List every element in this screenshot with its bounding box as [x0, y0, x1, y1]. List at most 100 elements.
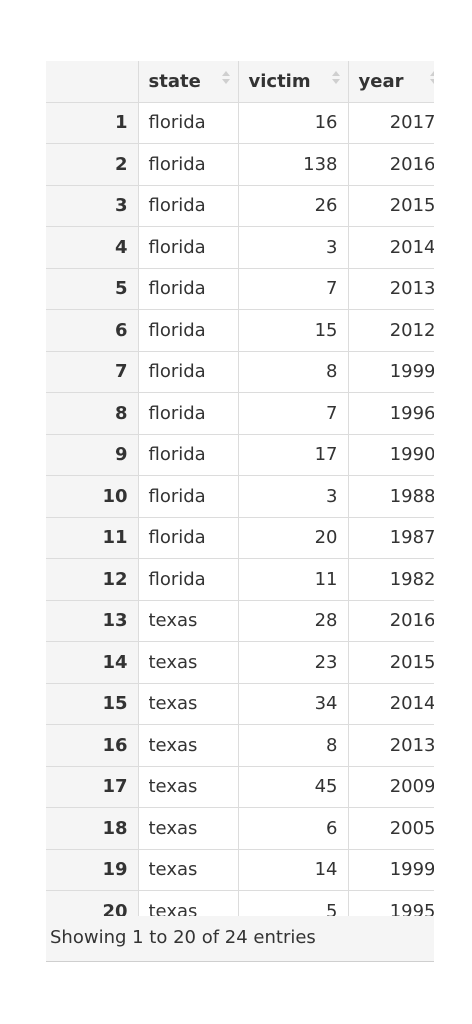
- entries-info-text: Showing 1 to 20 of 24 entries: [50, 927, 316, 948]
- state-cell: texas: [138, 849, 238, 891]
- victim-cell: 3: [238, 476, 348, 518]
- victim-cell: 17: [238, 434, 348, 476]
- victim-cell: 5: [238, 891, 348, 917]
- year-cell: 1988: [348, 476, 434, 518]
- column-header-label: year: [359, 71, 404, 92]
- table-row[interactable]: 15 texas 34 2014: [46, 683, 434, 725]
- state-cell: florida: [138, 393, 238, 435]
- row-index-cell: 11: [46, 517, 138, 559]
- row-index-cell: 1: [46, 102, 138, 144]
- row-index-cell: 16: [46, 725, 138, 767]
- sort-both-icon[interactable]: [222, 70, 230, 86]
- year-cell: 2009: [348, 766, 434, 808]
- table-row[interactable]: 14 texas 23 2015: [46, 642, 434, 684]
- table-row[interactable]: 4 florida 3 2014: [46, 227, 434, 269]
- table-row[interactable]: 13 texas 28 2016: [46, 600, 434, 642]
- year-cell: 2013: [348, 268, 434, 310]
- table-row[interactable]: 19 texas 14 1999: [46, 849, 434, 891]
- state-cell: florida: [138, 517, 238, 559]
- row-index-cell: 3: [46, 185, 138, 227]
- victim-cell: 14: [238, 849, 348, 891]
- year-cell: 2015: [348, 185, 434, 227]
- table-info: Showing 1 to 20 of 24 entries: [46, 916, 434, 962]
- victim-cell: 7: [238, 268, 348, 310]
- state-cell: florida: [138, 268, 238, 310]
- year-cell: 2017: [348, 102, 434, 144]
- state-cell: texas: [138, 725, 238, 767]
- victim-cell: 8: [238, 725, 348, 767]
- state-cell: texas: [138, 766, 238, 808]
- table-row[interactable]: 17 texas 45 2009: [46, 766, 434, 808]
- state-cell: florida: [138, 434, 238, 476]
- row-index-cell: 4: [46, 227, 138, 269]
- year-cell: 1999: [348, 849, 434, 891]
- row-index-cell: 19: [46, 849, 138, 891]
- victim-cell: 34: [238, 683, 348, 725]
- victim-cell: 8: [238, 351, 348, 393]
- victim-cell: 16: [238, 102, 348, 144]
- state-cell: texas: [138, 808, 238, 850]
- year-cell: 1990: [348, 434, 434, 476]
- victim-cell: 15: [238, 310, 348, 352]
- state-cell: texas: [138, 891, 238, 917]
- column-header-label: state: [149, 71, 201, 92]
- state-cell: florida: [138, 185, 238, 227]
- year-cell: 1996: [348, 393, 434, 435]
- victim-cell: 45: [238, 766, 348, 808]
- table-row[interactable]: 8 florida 7 1996: [46, 393, 434, 435]
- table-row[interactable]: 12 florida 11 1982: [46, 559, 434, 601]
- table-row[interactable]: 18 texas 6 2005: [46, 808, 434, 850]
- row-index-cell: 9: [46, 434, 138, 476]
- table-header: state victim year: [46, 61, 434, 102]
- year-cell: 2013: [348, 725, 434, 767]
- data-table-container[interactable]: state victim year 1 florida 16 2017 2 florida…: [46, 61, 434, 916]
- table-row[interactable]: 6 florida 15 2012: [46, 310, 434, 352]
- row-index-cell: 5: [46, 268, 138, 310]
- year-cell: 2016: [348, 144, 434, 186]
- column-header-label: victim: [249, 71, 311, 92]
- state-cell: texas: [138, 600, 238, 642]
- table-row[interactable]: 9 florida 17 1990: [46, 434, 434, 476]
- victim-cell: 7: [238, 393, 348, 435]
- state-cell: florida: [138, 144, 238, 186]
- row-index-cell: 7: [46, 351, 138, 393]
- sort-both-icon[interactable]: [430, 70, 435, 86]
- year-cell: 1982: [348, 559, 434, 601]
- year-cell: 1995: [348, 891, 434, 917]
- header-row: state victim year: [46, 61, 434, 102]
- table-row[interactable]: 3 florida 26 2015: [46, 185, 434, 227]
- table-row[interactable]: 10 florida 3 1988: [46, 476, 434, 518]
- column-header-index: [46, 61, 138, 102]
- victim-cell: 6: [238, 808, 348, 850]
- year-cell: 2014: [348, 227, 434, 269]
- year-cell: 2014: [348, 683, 434, 725]
- year-cell: 1999: [348, 351, 434, 393]
- table-row[interactable]: 20 texas 5 1995: [46, 891, 434, 917]
- row-index-cell: 14: [46, 642, 138, 684]
- row-index-cell: 10: [46, 476, 138, 518]
- victim-cell: 26: [238, 185, 348, 227]
- state-cell: florida: [138, 310, 238, 352]
- table-row[interactable]: 5 florida 7 2013: [46, 268, 434, 310]
- sort-both-icon[interactable]: [332, 70, 340, 86]
- row-index-cell: 18: [46, 808, 138, 850]
- table-row[interactable]: 7 florida 8 1999: [46, 351, 434, 393]
- table-row[interactable]: 1 florida 16 2017: [46, 102, 434, 144]
- row-index-cell: 13: [46, 600, 138, 642]
- state-cell: florida: [138, 476, 238, 518]
- row-index-cell: 6: [46, 310, 138, 352]
- column-header-year[interactable]: year: [348, 61, 434, 102]
- table-row[interactable]: 2 florida 138 2016: [46, 144, 434, 186]
- table-row[interactable]: 16 texas 8 2013: [46, 725, 434, 767]
- state-cell: florida: [138, 227, 238, 269]
- row-index-cell: 8: [46, 393, 138, 435]
- victim-cell: 20: [238, 517, 348, 559]
- column-header-state[interactable]: state: [138, 61, 238, 102]
- state-cell: florida: [138, 351, 238, 393]
- year-cell: 2012: [348, 310, 434, 352]
- column-header-victim[interactable]: victim: [238, 61, 348, 102]
- state-cell: florida: [138, 559, 238, 601]
- table-row[interactable]: 11 florida 20 1987: [46, 517, 434, 559]
- victim-cell: 3: [238, 227, 348, 269]
- data-table: state victim year 1 florida 16 2017 2 florida…: [46, 61, 434, 916]
